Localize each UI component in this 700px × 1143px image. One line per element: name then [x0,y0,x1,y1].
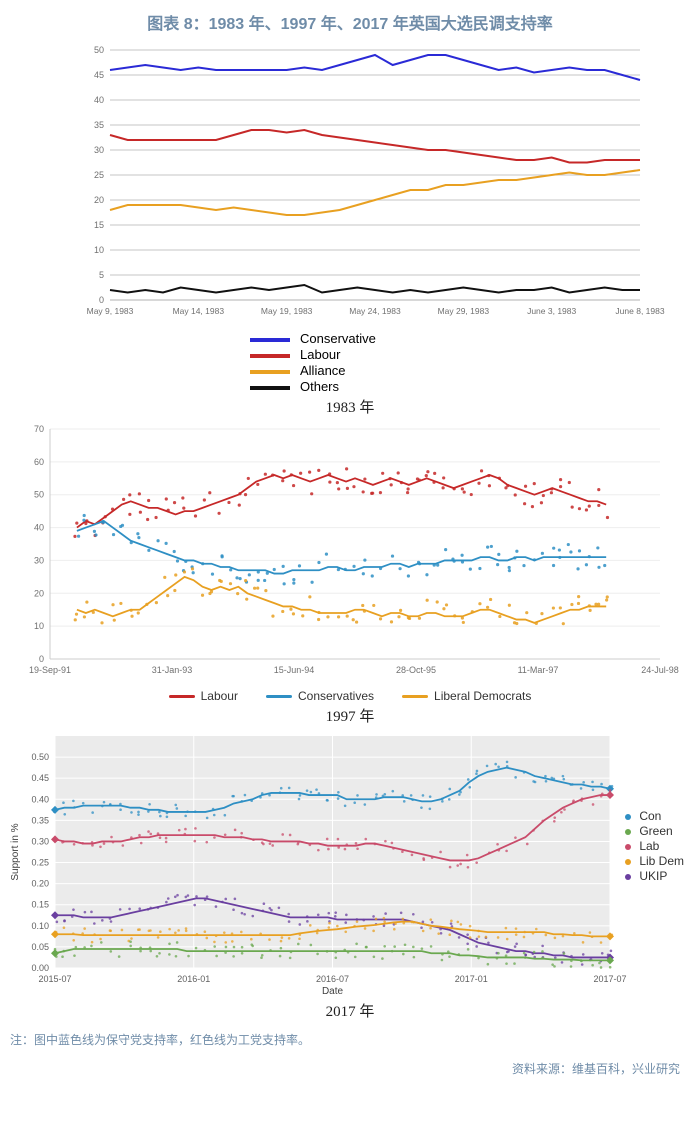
legend-item: Alliance [250,363,450,378]
legend-swatch [250,338,290,342]
legend-label: Conservative [300,331,376,346]
svg-text:May 24, 1983: May 24, 1983 [349,306,401,316]
svg-text:2017-01: 2017-01 [455,974,488,984]
legend-swatch [169,695,195,698]
legend-swatch [266,695,292,698]
svg-text:35: 35 [94,120,104,130]
svg-text:June 3, 1983: June 3, 1983 [527,306,576,316]
svg-text:0.00: 0.00 [31,963,49,973]
svg-text:0.25: 0.25 [31,858,49,868]
legend-label: Lab [639,839,659,853]
legend-item: Lab [625,839,684,853]
svg-text:10: 10 [34,621,44,631]
svg-text:5: 5 [99,270,104,280]
panel-label-2017: 2017 年 [0,1000,700,1021]
svg-text:0.15: 0.15 [31,900,49,910]
svg-text:June 8, 1983: June 8, 1983 [615,306,664,316]
svg-text:31-Jan-93: 31-Jan-93 [152,665,193,675]
svg-text:15: 15 [94,220,104,230]
svg-text:20: 20 [94,195,104,205]
svg-text:Support in %: Support in % [10,823,21,880]
footnote: 注：图中蓝色线为保守党支持率，红色线为工党支持率。 [0,1031,700,1048]
panel-label-1997: 1997 年 [0,705,700,726]
legend-swatch [402,695,428,698]
legend-swatch [625,829,631,835]
legend-swatch [250,370,290,374]
svg-text:May 14, 1983: May 14, 1983 [173,306,225,316]
svg-text:0.45: 0.45 [31,773,49,783]
legend-item: Lib Dem [625,854,684,868]
svg-text:2017-07: 2017-07 [593,974,626,984]
svg-text:70: 70 [34,424,44,434]
svg-text:Date: Date [322,986,344,997]
svg-text:30: 30 [94,145,104,155]
legend-label: Conservatives [298,689,374,703]
svg-text:19-Sep-91: 19-Sep-91 [29,665,71,675]
legend-1983: ConservativeLabourAllianceOthers [250,331,450,394]
legend-item: Liberal Democrats [402,689,531,703]
svg-text:15-Jun-94: 15-Jun-94 [274,665,315,675]
svg-text:0: 0 [99,295,104,305]
svg-text:28-Oct-95: 28-Oct-95 [396,665,436,675]
legend-label: Liberal Democrats [434,689,531,703]
svg-text:2015-07: 2015-07 [38,974,71,984]
legend-swatch [250,386,290,390]
legend-label: Labour [201,689,238,703]
svg-text:2016-07: 2016-07 [316,974,349,984]
legend-swatch [625,844,631,850]
legend-label: Green [639,824,672,838]
legend-swatch [250,354,290,358]
legend-swatch [625,859,631,865]
svg-text:0.05: 0.05 [31,942,49,952]
svg-text:May 29, 1983: May 29, 1983 [438,306,490,316]
svg-text:25: 25 [94,170,104,180]
legend-label: Lib Dem [639,854,684,868]
svg-text:60: 60 [34,457,44,467]
legend-item: Labour [169,689,238,703]
legend-swatch [625,874,631,880]
svg-text:40: 40 [34,523,44,533]
legend-label: Labour [300,347,340,362]
svg-text:0.35: 0.35 [31,815,49,825]
svg-text:May 9, 1983: May 9, 1983 [87,306,134,316]
panel-label-1983: 1983 年 [0,396,700,417]
legend-item: Labour [250,347,450,362]
legend-2017: ConGreenLabLib DemUKIP [625,808,684,884]
svg-text:45: 45 [94,70,104,80]
svg-text:40: 40 [94,95,104,105]
legend-label: UKIP [639,869,667,883]
svg-text:11-Mar-97: 11-Mar-97 [518,665,559,675]
svg-text:20: 20 [34,588,44,598]
panel-1997: 0 10 20 30 40 50 60 70 19-Sep-91 31-Jan-93 15-Jun-… [0,419,700,726]
svg-text:0.50: 0.50 [31,752,49,762]
svg-text:50: 50 [94,45,104,55]
svg-text:0: 0 [39,654,44,664]
legend-item: Others [250,379,450,394]
svg-text:50: 50 [34,490,44,500]
legend-item: Conservative [250,331,450,346]
svg-text:30: 30 [34,555,44,565]
svg-text:0.40: 0.40 [31,794,49,804]
legend-label: Con [639,809,661,823]
legend-item: Green [625,824,684,838]
svg-text:2016-01: 2016-01 [177,974,210,984]
legend-label: Alliance [300,363,346,378]
svg-text:0.30: 0.30 [31,836,49,846]
svg-text:0.10: 0.10 [31,921,49,931]
legend-1997: Labour Conservatives Liberal Democrats [0,689,700,703]
chart-title: 图表 8：1983 年、1997 年、2017 年英国大选民调支持率 [0,0,700,40]
legend-item: UKIP [625,869,684,883]
svg-text:May 19, 1983: May 19, 1983 [261,306,313,316]
svg-text:10: 10 [94,245,104,255]
panel-1983: 0 5 10 15 20 25 30 35 40 45 50 May 9, 1983 May 14, 1… [0,40,700,417]
svg-text:24-Jul-98: 24-Jul-98 [641,665,679,675]
legend-item: Con [625,809,684,823]
source-line: 资料来源：维基百科，兴业研究 [0,1060,700,1077]
legend-label: Others [300,379,339,394]
legend-item: Conservatives [266,689,374,703]
panel-2017: 0.00 0.05 0.10 0.15 0.20 0.25 0.30 0.35 0.40 0.45… [0,728,700,1021]
legend-swatch [625,814,631,820]
svg-text:0.20: 0.20 [31,879,49,889]
